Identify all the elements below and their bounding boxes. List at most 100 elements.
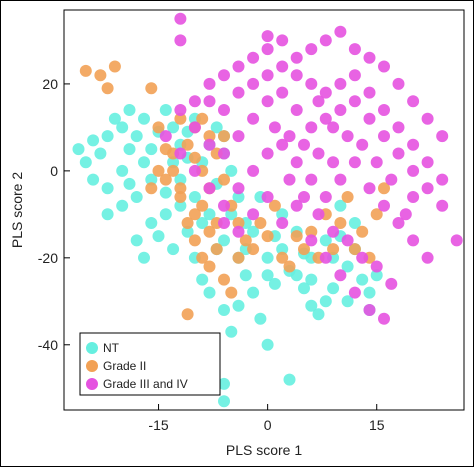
point-nt-2: [87, 173, 100, 186]
point-grade-iii-and-iv-35: [407, 164, 420, 177]
point-grade-ii-44: [348, 243, 361, 256]
point-nt-13: [138, 156, 150, 169]
point-grade-iii-and-iv-51: [334, 173, 347, 186]
point-nt-62: [218, 304, 230, 316]
point-grade-iii-and-iv-85: [392, 121, 405, 134]
point-grade-iii-and-iv-64: [305, 234, 318, 247]
point-grade-iii-and-iv-36: [421, 182, 434, 195]
point-grade-iii-and-iv-5: [232, 86, 245, 99]
point-grade-ii-35: [261, 230, 274, 243]
point-nt-26: [152, 230, 165, 243]
point-nt-14: [145, 143, 158, 156]
point-grade-iii-and-iv-6: [247, 77, 260, 90]
point-nt-11: [123, 177, 136, 190]
point-grade-ii-7: [167, 164, 180, 177]
point-grade-iii-and-iv-74: [232, 60, 245, 73]
point-grade-iii-and-iv-41: [188, 164, 201, 177]
point-grade-iii-and-iv-42: [203, 182, 216, 195]
point-grade-iii-and-iv-107: [385, 277, 398, 290]
point-grade-iii-and-iv-30: [334, 104, 347, 116]
point-nt-1: [79, 156, 92, 169]
point-grade-iii-and-iv-92: [298, 138, 310, 151]
point-grade-ii-31: [225, 286, 238, 299]
point-nt-39: [218, 234, 230, 247]
point-nt-41: [239, 269, 252, 282]
point-grade-iii-and-iv-57: [421, 251, 434, 264]
point-nt-43: [254, 312, 267, 325]
point-grade-iii-and-iv-11: [319, 34, 332, 47]
point-grade-ii-3: [101, 82, 114, 95]
legend-marker-grade-iii-iv: [86, 378, 98, 390]
point-grade-iii-and-iv-59: [232, 225, 245, 238]
point-grade-iii-and-iv-96: [356, 138, 369, 151]
point-grade-iii-and-iv-9: [290, 51, 303, 64]
point-nt-38: [225, 208, 238, 221]
point-grade-iii-and-iv-88: [436, 173, 449, 186]
point-grade-iii-and-iv-21: [203, 138, 216, 151]
point-grade-iii-and-iv-33: [378, 130, 390, 143]
x-tick-label-2: 15: [369, 417, 385, 433]
point-grade-ii-8: [174, 182, 187, 195]
point-grade-ii-18: [203, 260, 216, 273]
point-grade-iii-and-iv-53: [363, 182, 376, 195]
point-grade-iii-and-iv-80: [319, 86, 332, 99]
point-nt-69: [138, 251, 150, 264]
point-grade-iii-and-iv-65: [319, 251, 332, 264]
point-grade-iii-and-iv-66: [334, 269, 347, 282]
point-grade-iii-and-iv-47: [276, 138, 289, 151]
point-grade-iii-and-iv-79: [305, 77, 318, 90]
point-nt-23: [159, 208, 172, 221]
point-nt-30: [196, 273, 209, 286]
point-grade-ii-22: [181, 217, 194, 229]
point-nt-84: [247, 225, 260, 238]
point-nt-32: [188, 191, 201, 203]
point-nt-5: [108, 112, 121, 125]
point-grade-ii-10: [181, 138, 194, 151]
point-grade-iii-and-iv-103: [327, 225, 340, 238]
point-grade-iii-and-iv-0: [174, 12, 187, 25]
point-nt-86: [305, 273, 318, 286]
point-grade-ii-4: [145, 82, 158, 95]
point-nt-64: [261, 338, 274, 351]
point-grade-iii-and-iv-82: [348, 69, 361, 82]
point-nt-50: [305, 299, 318, 312]
point-grade-iii-and-iv-38: [450, 234, 463, 247]
point-grade-ii-34: [247, 243, 260, 256]
point-grade-ii-23: [174, 191, 187, 203]
point-grade-ii-21: [188, 234, 201, 247]
point-nt-88: [341, 295, 354, 308]
point-grade-iii-and-iv-15: [378, 60, 390, 73]
point-grade-ii-58: [356, 225, 369, 238]
y-tick-label-3: 20: [42, 76, 58, 92]
point-grade-iii-and-iv-89: [407, 191, 420, 203]
point-grade-ii-50: [152, 164, 165, 177]
point-grade-iii-and-iv-25: [261, 95, 274, 108]
point-grade-ii-0: [79, 64, 92, 77]
point-grade-ii-39: [305, 225, 318, 238]
point-grade-iii-and-iv-40: [174, 147, 187, 160]
point-nt-44: [261, 251, 274, 264]
point-grade-iii-and-iv-19: [436, 130, 449, 143]
point-grade-iii-and-iv-43: [218, 199, 230, 212]
point-grade-iii-and-iv-12: [334, 25, 347, 38]
point-grade-iii-and-iv-70: [174, 104, 187, 116]
point-nt-8: [123, 104, 136, 116]
point-grade-iii-and-iv-105: [356, 251, 369, 264]
point-grade-iii-and-iv-3: [203, 95, 216, 108]
legend-label-grade-iii-iv: Grade III and IV: [103, 377, 188, 391]
point-grade-iii-and-iv-24: [247, 112, 260, 125]
point-grade-iii-and-iv-14: [363, 51, 376, 64]
point-grade-iii-and-iv-67: [348, 286, 361, 299]
point-nt-7: [116, 121, 129, 134]
axes-layer: -15 0 15 -40 -20 0 20: [38, 76, 385, 433]
point-grade-iii-and-iv-32: [363, 112, 376, 125]
point-grade-ii-56: [290, 230, 303, 243]
point-nt-74: [276, 243, 289, 256]
point-grade-iii-and-iv-102: [312, 208, 325, 221]
point-grade-ii-1: [94, 69, 107, 82]
point-grade-ii-17: [210, 243, 223, 256]
point-grade-iii-and-iv-18: [421, 112, 434, 125]
point-grade-iii-and-iv-46: [261, 147, 274, 160]
point-grade-iii-and-iv-75: [247, 51, 260, 64]
